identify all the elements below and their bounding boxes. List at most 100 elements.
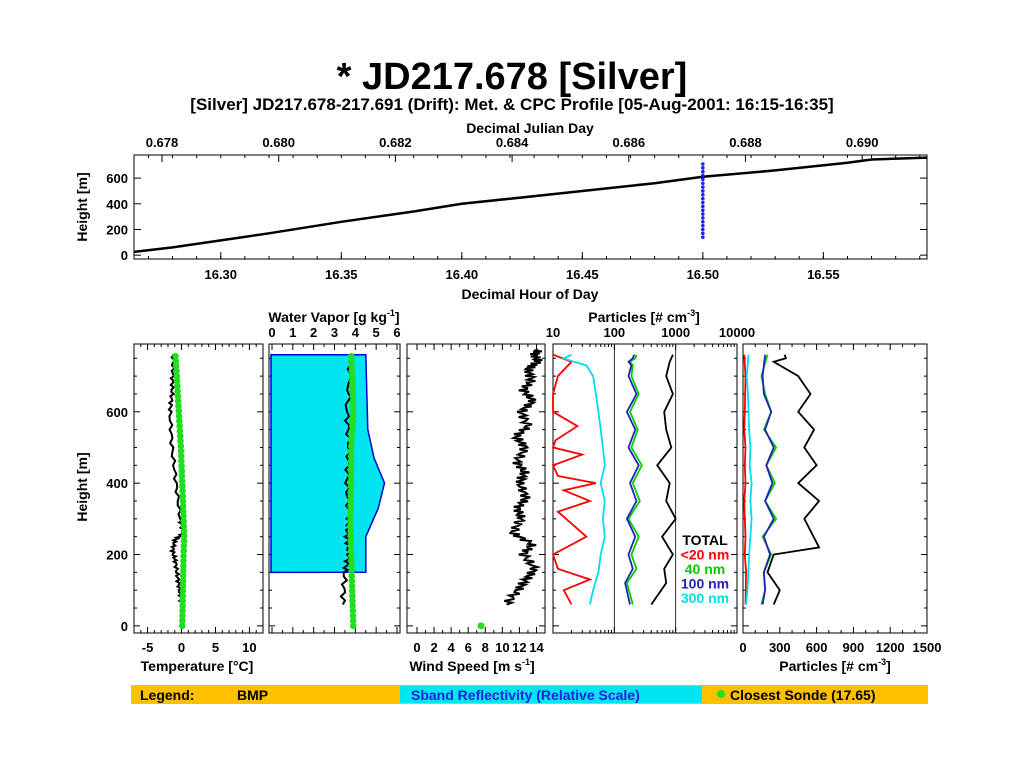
wind-speed-frame <box>406 343 546 634</box>
particle-legend-entry: TOTAL <box>682 532 728 548</box>
water-vapor-sonde-point <box>347 442 355 450</box>
water-vapor-sonde-point <box>347 552 355 560</box>
height-axis-label: Height [m] <box>74 452 90 521</box>
legend-sonde: Closest Sonde (17.65) <box>730 687 876 703</box>
wind-speed-axis-label: Wind Speed [m s-1] <box>409 657 534 674</box>
height-tick-label: 400 <box>106 476 128 491</box>
hour-axis-label: Decimal Hour of Day <box>462 286 599 302</box>
particles-log-line <box>625 354 643 605</box>
temperature-sonde-point <box>174 382 181 390</box>
particles-linear-tick-label: 1500 <box>913 640 942 655</box>
temperature-sonde-point <box>176 432 184 440</box>
water-vapor-sonde-point <box>347 452 355 460</box>
particles-log-tick-label: 1000 <box>661 325 690 340</box>
height-tick-label: 200 <box>106 548 128 563</box>
water-vapor-sonde-point <box>348 437 355 445</box>
altitude-frame <box>133 154 928 260</box>
water-vapor-tick-label: 6 <box>393 325 400 340</box>
water-vapor-tick-label: 1 <box>289 325 296 340</box>
temperature-sonde-point <box>173 367 180 375</box>
temperature-sonde-point <box>179 607 186 615</box>
water-vapor-sonde-point <box>349 422 356 430</box>
temperature-sonde-point <box>177 447 185 455</box>
water-vapor-sonde-point <box>349 602 356 610</box>
julian-tick-label: 0.688 <box>729 135 762 150</box>
temperature-tick-label: 10 <box>242 640 256 655</box>
water-vapor-sonde-point <box>348 562 355 570</box>
legend-bar: Legend: BMP Sband Reflectivity (Relative… <box>131 685 928 704</box>
height-tick-label: 400 <box>106 197 128 212</box>
temperature-sonde-point <box>173 372 181 380</box>
marker-dot <box>701 208 705 213</box>
water-vapor-sonde-point <box>349 617 357 625</box>
temperature-sonde-point <box>172 362 180 370</box>
water-vapor-sonde-point <box>347 487 355 495</box>
water-vapor-sonde-point <box>347 457 355 465</box>
water-vapor-sonde-point <box>348 577 356 585</box>
water-vapor-sonde-point <box>349 417 357 425</box>
particles-log-line <box>551 353 597 605</box>
marker-dot <box>701 166 705 170</box>
legend-bmp: BMP <box>237 687 268 703</box>
particles-log-tick-label: 10 <box>546 325 560 340</box>
wind-speed-tick-label: 0 <box>413 640 420 655</box>
water-vapor-sonde-point <box>347 497 354 505</box>
water-vapor-sonde-point <box>348 587 356 595</box>
particles-log-axis-label: Particles [# cm-3] <box>588 308 700 325</box>
temperature-frame <box>133 343 264 634</box>
reflectivity-area <box>270 353 386 574</box>
water-vapor-sonde-point <box>347 482 355 490</box>
hour-tick-label: 16.55 <box>807 267 840 282</box>
legend-label: Legend: <box>140 687 194 703</box>
julian-tick-label: 0.690 <box>846 135 879 150</box>
marker-dot <box>701 193 705 197</box>
water-vapor-sonde-point <box>349 622 357 630</box>
water-vapor-sonde-point <box>349 387 356 395</box>
water-vapor-sonde-point <box>347 352 355 360</box>
temperature-sonde-point <box>179 597 186 605</box>
water-vapor-sonde-point <box>347 537 355 545</box>
marker-dot <box>701 227 705 232</box>
marker-dot <box>701 231 705 236</box>
marker-dot <box>701 173 705 178</box>
temperature-sonde-point <box>179 507 187 515</box>
water-vapor-sonde-point <box>349 412 357 420</box>
water-vapor-sonde-point <box>349 407 357 415</box>
water-vapor-sonde-point <box>348 567 355 575</box>
water-vapor-axis-label: Water Vapor [g kg-1] <box>268 308 399 325</box>
water-vapor-sonde-point <box>347 447 355 455</box>
water-vapor-sonde-point <box>347 507 354 515</box>
temperature-sonde-point <box>179 587 187 595</box>
altitude-line <box>133 156 928 254</box>
temperature-sonde-point <box>176 417 183 425</box>
water-vapor-tick-label: 2 <box>310 325 317 340</box>
temperature-axis-label: Temperature [°C] <box>141 658 254 674</box>
marker-dot <box>701 223 705 228</box>
temperature-sonde-point <box>179 497 187 505</box>
temperature-sonde-point <box>180 542 188 550</box>
top-ticks-layer: 16.30 16.35 16.40 16.45 16.50 16.55 0.678 0.680… <box>106 135 927 282</box>
wind-speed-tick-label: 12 <box>512 640 526 655</box>
water-vapor-sonde-point <box>349 607 357 615</box>
temperature-sonde-point <box>177 437 184 445</box>
marker-dot <box>701 181 705 186</box>
temperature-sonde-point <box>180 562 187 570</box>
water-vapor-sonde-point <box>348 572 356 580</box>
water-vapor-sonde-point <box>346 517 354 525</box>
julian-tick-label: 0.680 <box>262 135 295 150</box>
water-vapor-sonde-point <box>346 512 354 520</box>
water-vapor-sonde-point <box>348 357 355 365</box>
water-vapor-tick-label: 0 <box>268 325 275 340</box>
particles-linear-tick-label: 300 <box>769 640 791 655</box>
water-vapor-sonde-point <box>348 362 356 370</box>
particles-linear-line <box>761 354 775 605</box>
temperature-sonde-point <box>179 577 187 585</box>
water-vapor-sonde-point <box>349 392 357 400</box>
temperature-sonde-point <box>178 622 186 630</box>
particles-log-tick-label: 10000 <box>719 325 755 340</box>
particles-linear-axis-label: Particles [# cm-3] <box>779 657 891 674</box>
temperature-sonde-point <box>177 452 185 460</box>
altitude-panel: Decimal Julian Day Decimal Hour of Day H… <box>74 120 928 302</box>
temperature-sonde-point <box>179 492 186 500</box>
